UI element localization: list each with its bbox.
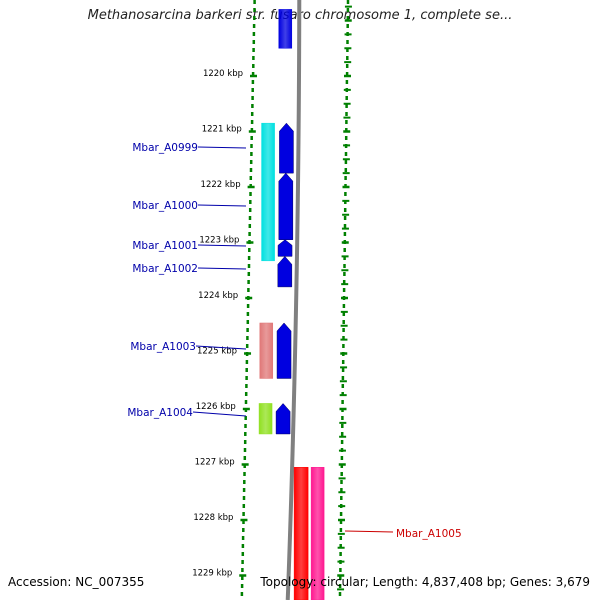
feature-bar[interactable] — [258, 403, 273, 435]
genome-backbone — [285, 0, 302, 600]
right-ruler-line — [338, 0, 350, 600]
scale-tick-label: 1223 kbp — [199, 236, 239, 246]
feature-rect[interactable] — [293, 467, 309, 600]
feature-rect[interactable] — [261, 122, 275, 262]
feature-bar[interactable] — [310, 467, 325, 600]
scale-tick-label: 1229 kbp — [192, 569, 232, 579]
feature-bar[interactable] — [293, 467, 309, 600]
gene-leader-line — [197, 267, 247, 270]
cds-arrow[interactable] — [277, 255, 293, 288]
cds-arrow[interactable] — [279, 122, 294, 174]
feature-bar[interactable] — [261, 122, 275, 262]
gene-label[interactable]: Mbar_A1004 — [127, 407, 193, 419]
scale-tick-label: 1224 kbp — [198, 291, 238, 301]
backbone-layer — [285, 0, 302, 600]
feature-rect[interactable] — [278, 9, 293, 49]
cds-arrow[interactable] — [277, 239, 293, 257]
gene-label[interactable]: Mbar_A1003 — [130, 341, 196, 353]
gene-label-layer: Mbar_A0999 Mbar_A1000 Mbar_A1001 Mbar_A1002… — [127, 142, 461, 540]
scale-tick-label: 1222 kbp — [201, 180, 241, 190]
gene-leader-line — [197, 146, 247, 149]
gene-leader-line — [195, 345, 247, 350]
feature-bar[interactable] — [278, 9, 293, 49]
cds-arrow[interactable] — [276, 322, 292, 379]
gene-label[interactable]: Mbar_A1002 — [132, 263, 198, 275]
feature-rect[interactable] — [310, 467, 325, 600]
scale-tick-label: 1221 kbp — [202, 125, 242, 135]
ruler-layer: 1220 kbp 1221 kbp 1222 kbp 1223 kbp 1224 kbp… — [192, 0, 352, 600]
feature-layer — [258, 9, 325, 600]
scale-tick-label: 1225 kbp — [197, 347, 237, 357]
gene-label[interactable]: Mbar_A1001 — [132, 240, 198, 252]
gene-leader-line — [344, 530, 394, 533]
gene-label[interactable]: Mbar_A1000 — [132, 200, 198, 212]
feature-rect[interactable] — [258, 403, 273, 435]
cds-arrow[interactable] — [275, 403, 291, 435]
gene-leader-line — [197, 244, 247, 247]
cds-arrow[interactable] — [278, 172, 294, 240]
topology-text: Topology: circular; Length: 4,837,408 bp… — [260, 575, 590, 589]
left-ruler-line — [240, 0, 256, 600]
scale-tick-label: 1226 kbp — [196, 402, 236, 412]
cds-layer — [275, 122, 294, 435]
scale-tick-label: 1228 kbp — [193, 513, 233, 523]
gene-label[interactable]: Mbar_A1005 — [396, 528, 462, 540]
scale-tick-label: 1220 kbp — [203, 69, 243, 79]
accession-text: Accession: NC_007355 — [8, 575, 145, 589]
feature-bar[interactable] — [259, 322, 274, 379]
gene-label[interactable]: Mbar_A0999 — [132, 142, 198, 154]
gene-leader-line — [192, 411, 247, 417]
feature-rect[interactable] — [259, 322, 274, 379]
scale-tick-label: 1227 kbp — [195, 458, 235, 468]
gene-leader-line — [197, 204, 247, 207]
